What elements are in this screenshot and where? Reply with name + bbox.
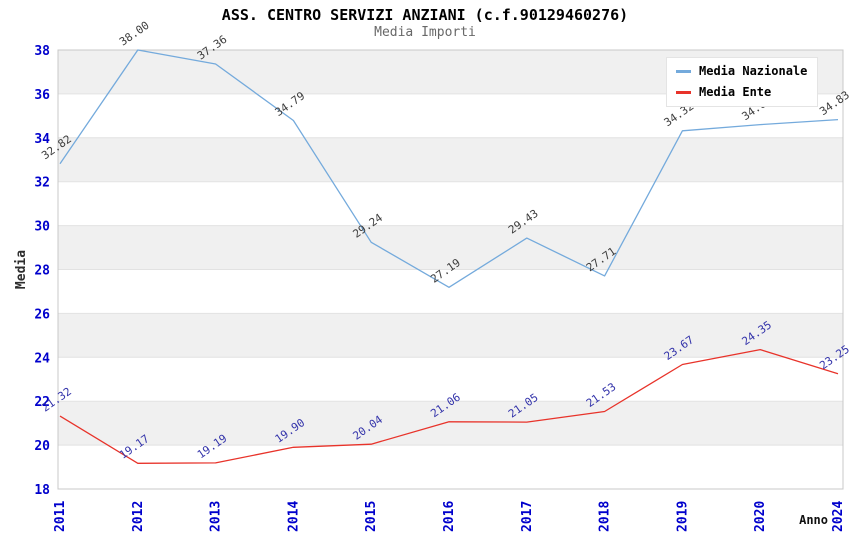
y-tick-label: 34 [34,132,50,147]
x-tick-label: 2011 [53,501,68,532]
legend-marker-media-nazionale [676,69,691,73]
y-tick-label: 28 [34,264,50,279]
legend-label: Media Nazionale [699,64,808,78]
y-tick-label: 22 [34,395,50,410]
x-tick-label: 2015 [364,501,379,532]
legend-item-media-ente: Media Ente [676,85,807,99]
legend: Media Nazionale Media Ente [666,57,819,107]
legend-marker-media-ente [676,90,691,94]
data-point-label: 38.00 [117,19,152,49]
series-line-media-ente [59,348,839,464]
y-tick-label: 30 [34,220,50,235]
grid-band [58,313,843,358]
grid-band [58,137,843,182]
x-tick-label: 2020 [753,501,768,532]
x-tick-label: 2014 [286,501,301,532]
y-tick-label: 20 [34,439,50,454]
y-tick-label: 26 [34,307,50,322]
legend-label: Media Ente [699,85,772,99]
plot-border [57,49,844,490]
x-tick-label: 2016 [442,501,457,532]
x-tick-label: 2019 [675,501,690,532]
x-tick-label: 2013 [209,501,224,532]
legend-item-media-nazionale: Media Nazionale [676,64,807,78]
grid-band [58,225,843,270]
x-axis-title: Anno [799,513,828,527]
x-tick-label: 2018 [598,501,613,532]
y-axis-title: Media [14,250,29,289]
x-tick-label: 2017 [520,501,535,532]
x-tick-label: 2024 [831,501,846,532]
chart-title: ASS. CENTRO SERVIZI ANZIANI (c.f.9012946… [221,6,629,24]
x-tick-label: 2012 [131,501,146,532]
y-tick-label: 24 [34,351,50,366]
y-tick-label: 38 [34,44,50,59]
grid-band [58,401,843,446]
y-tick-label: 36 [34,88,50,103]
chart-subtitle: Media Importi [374,25,476,40]
y-tick-label: 18 [34,483,50,498]
series-line-media-nazionale [59,49,839,288]
y-tick-label: 32 [34,176,50,191]
